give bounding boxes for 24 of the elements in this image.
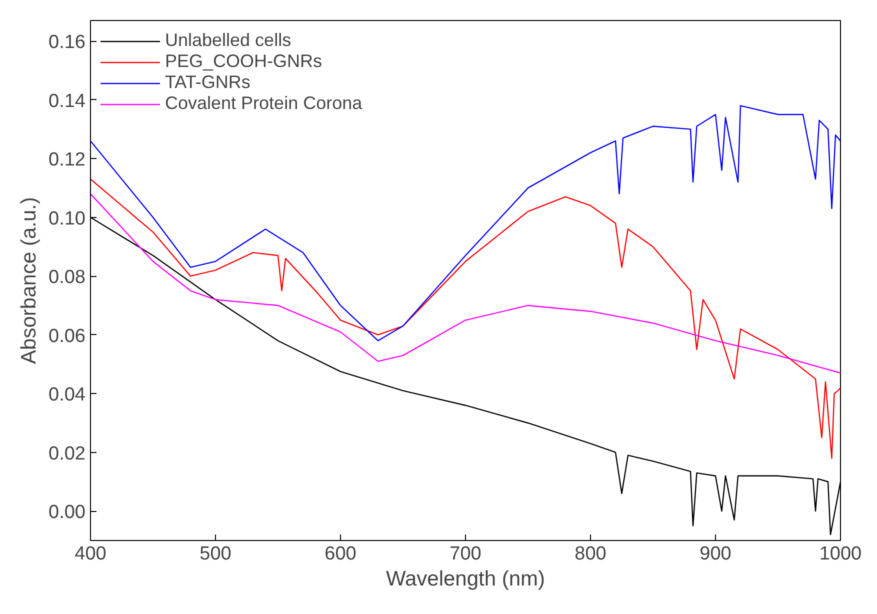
- legend-label: Unlabelled cells: [165, 30, 292, 51]
- y-tick-label: 0.02: [48, 443, 86, 464]
- legend-label: PEG_COOH-GNRs: [165, 51, 322, 72]
- y-axis-title: Absorbance (a.u.): [18, 197, 41, 364]
- y-tick-label: 0.00: [48, 502, 86, 524]
- y-tick-label: 0.06: [48, 326, 86, 347]
- y-tick-label: 0.14: [48, 90, 86, 112]
- x-tick-label: 900: [700, 544, 732, 564]
- y-tick-label: 0.08: [48, 267, 86, 288]
- y-tick-label: 0.04: [48, 384, 86, 406]
- x-tick-label: 600: [324, 544, 356, 564]
- legend-label: TAT-GNRs: [165, 72, 250, 93]
- x-tick-label: 1000: [819, 544, 862, 564]
- x-axis-title: Wavelength (nm): [386, 568, 546, 590]
- x-tick-label: 500: [200, 544, 232, 564]
- x-tick-label: 400: [74, 544, 106, 564]
- line-series: [90, 178, 840, 459]
- y-tick-label: 0.10: [48, 208, 86, 230]
- x-tick-label: 700: [450, 544, 482, 564]
- y-tick-label: 0.16: [48, 32, 86, 54]
- line-series: [90, 193, 840, 374]
- legend-label: Covalent Protein Corona: [165, 93, 362, 114]
- y-tick-label: 0.12: [48, 150, 86, 171]
- x-tick-label: 800: [574, 544, 606, 564]
